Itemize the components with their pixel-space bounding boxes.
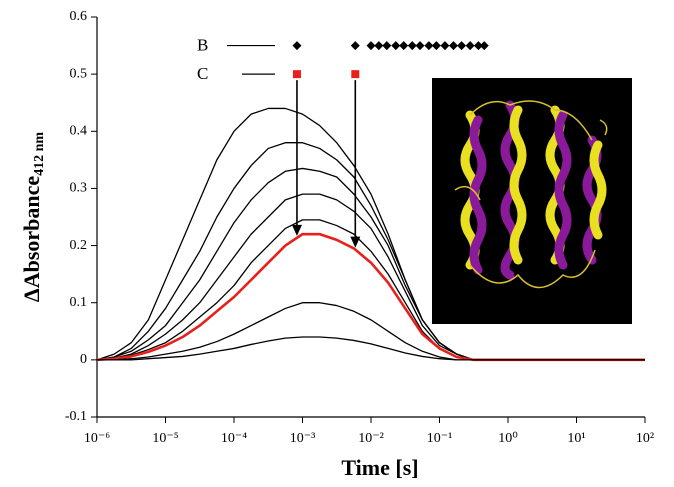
x-tick-label: 10¹ <box>567 431 585 446</box>
marker-diamond <box>415 41 425 51</box>
x-tick-label: 10⁻⁶ <box>84 431 110 446</box>
y-axis-label-main: ΔAbsorbance <box>19 176 44 302</box>
marker-diamond <box>374 41 384 51</box>
marker-diamond <box>350 41 360 51</box>
y-tick-label: 0 <box>80 352 87 367</box>
marker-diamond <box>399 41 409 51</box>
marker-diamond <box>431 41 441 51</box>
series-line <box>96 232 645 362</box>
series-line <box>97 336 645 361</box>
y-tick-label: 0.4 <box>70 124 88 139</box>
arrow-head <box>291 224 302 236</box>
y-tick-label: 0.5 <box>70 66 88 81</box>
marker-diamond <box>448 41 458 51</box>
x-tick-label: 10⁻³ <box>290 431 316 446</box>
marker-diamond <box>292 41 302 51</box>
x-tick-label: 10⁻¹ <box>427 431 453 446</box>
y-tick-label: -0.1 <box>65 409 87 424</box>
y-axis-label: ΔAbsorbance412 nm <box>19 132 47 303</box>
marker-diamond <box>465 41 475 51</box>
x-tick-label: 10⁻² <box>358 431 384 446</box>
marker-diamond <box>382 41 392 51</box>
marker-diamond <box>391 41 401 51</box>
y-axis-label-subscript: 412 nm <box>32 132 47 176</box>
marker-square <box>351 70 360 79</box>
inset-structure <box>432 78 632 324</box>
x-tick-label: 10⁰ <box>498 431 518 446</box>
x-tick-label: 10⁻⁵ <box>152 431 178 446</box>
marker-diamond <box>407 41 417 51</box>
marker-diamond <box>473 41 483 51</box>
legend-label: B <box>197 35 208 54</box>
marker-diamond <box>457 41 467 51</box>
marker-square <box>292 70 301 79</box>
x-axis-label: Time [s] <box>341 455 418 480</box>
marker-diamond <box>479 41 489 51</box>
marker-diamond <box>440 41 450 51</box>
marker-diamond <box>366 41 376 51</box>
y-tick-label: 0.3 <box>70 181 88 196</box>
x-tick-label: 10⁻⁴ <box>221 431 247 446</box>
y-tick-label: 0.1 <box>70 295 88 310</box>
legend-label: C <box>197 64 208 83</box>
y-tick-label: 0.6 <box>70 9 88 24</box>
y-tick-label: 0.2 <box>70 238 88 253</box>
arrow-head <box>350 236 361 248</box>
marker-diamond <box>424 41 434 51</box>
x-tick-label: 10² <box>636 431 654 446</box>
